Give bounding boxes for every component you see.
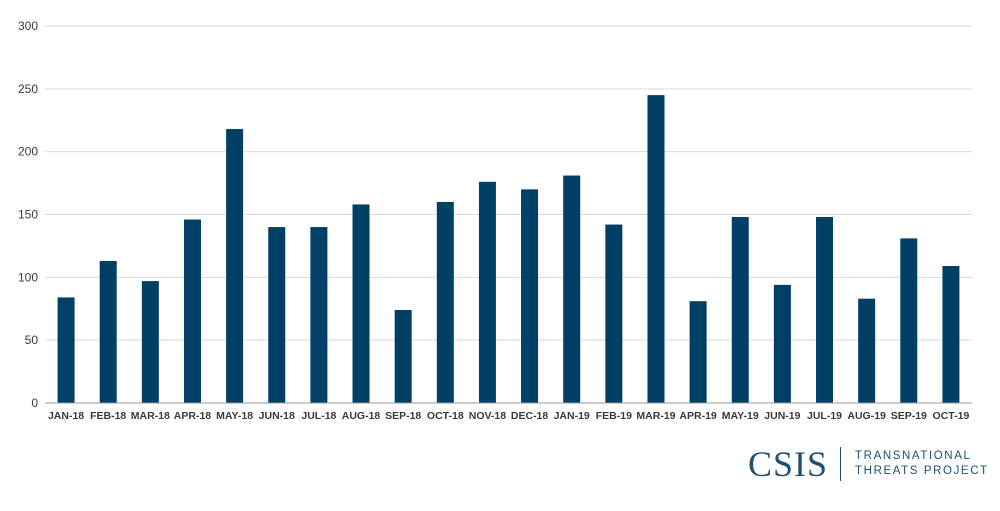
x-tick-label: NOV-18 <box>469 410 507 422</box>
x-tick-label: APR-19 <box>679 410 717 422</box>
logo-subtitle: TRANSNATIONAL THREATS PROJECT <box>855 449 989 479</box>
x-tick-label: APR-18 <box>174 410 212 422</box>
bar-feb-19 <box>605 224 623 403</box>
y-tick-label: 300 <box>18 19 38 33</box>
y-axis-ticks: 0 50 100 150 200 250 300 <box>18 19 38 410</box>
x-tick-label: JAN-19 <box>554 410 590 422</box>
bar-feb-18 <box>99 261 117 403</box>
x-tick-label: JUL-19 <box>807 410 842 422</box>
logo-mark: CSIS <box>748 444 829 484</box>
bar-aug-18 <box>352 204 370 403</box>
x-tick-label: MAY-18 <box>216 410 253 422</box>
bar-mar-19 <box>647 95 665 404</box>
logo-line-2: THREATS PROJECT <box>855 465 989 477</box>
x-tick-label: SEP-19 <box>891 410 927 422</box>
x-tick-label: AUG-18 <box>342 410 381 422</box>
y-tick-label: 150 <box>18 208 38 222</box>
bar-jun-19 <box>773 284 791 403</box>
x-tick-label: FEB-18 <box>90 410 126 422</box>
bar-dec-18 <box>521 189 539 403</box>
x-tick-label: AUG-19 <box>847 410 886 422</box>
bar-jun-18 <box>268 227 286 403</box>
bar-jan-18 <box>57 297 75 403</box>
y-tick-label: 100 <box>18 270 38 284</box>
x-tick-label: JAN-18 <box>48 410 84 422</box>
x-tick-label: OCT-19 <box>933 410 970 422</box>
bar-oct-19 <box>942 266 960 403</box>
y-tick-label: 50 <box>25 333 39 347</box>
x-tick-label: MAR-18 <box>131 410 170 422</box>
bars <box>57 95 960 404</box>
csis-logo: CSIS TRANSNATIONAL THREATS PROJECT <box>748 444 989 484</box>
x-tick-label: MAR-19 <box>636 410 675 422</box>
x-tick-label: MAY-19 <box>722 410 759 422</box>
bar-jul-18 <box>310 227 328 403</box>
logo-divider <box>840 447 842 481</box>
logo-line-1: TRANSNATIONAL <box>855 450 972 462</box>
x-tick-label: JUN-19 <box>764 410 800 422</box>
bar-mar-18 <box>141 281 159 403</box>
x-tick-label: DEC-18 <box>511 410 549 422</box>
y-tick-label: 0 <box>31 396 38 410</box>
bar-may-18 <box>226 129 244 404</box>
bar-oct-18 <box>436 201 454 403</box>
x-tick-label: JUN-18 <box>259 410 295 422</box>
x-tick-label: SEP-18 <box>385 410 421 422</box>
bar-sep-19 <box>900 238 918 403</box>
bar-apr-19 <box>689 301 707 403</box>
x-axis-ticks: JAN-18 FEB-18 MAR-18 APR-18 MAY-18 JUN-18 JUL-… <box>48 410 969 422</box>
x-tick-label: FEB-19 <box>596 410 632 422</box>
x-tick-label: JUL-18 <box>301 410 336 422</box>
y-tick-label: 250 <box>18 82 38 96</box>
x-tick-label: OCT-18 <box>427 410 464 422</box>
bar-may-19 <box>731 217 749 403</box>
bar-jul-19 <box>816 217 834 403</box>
bar-apr-18 <box>183 219 201 403</box>
bar-nov-18 <box>478 181 496 403</box>
bar-sep-18 <box>394 310 412 403</box>
bar-aug-19 <box>858 298 876 403</box>
y-tick-label: 200 <box>18 145 38 159</box>
bar-jan-19 <box>563 175 581 403</box>
